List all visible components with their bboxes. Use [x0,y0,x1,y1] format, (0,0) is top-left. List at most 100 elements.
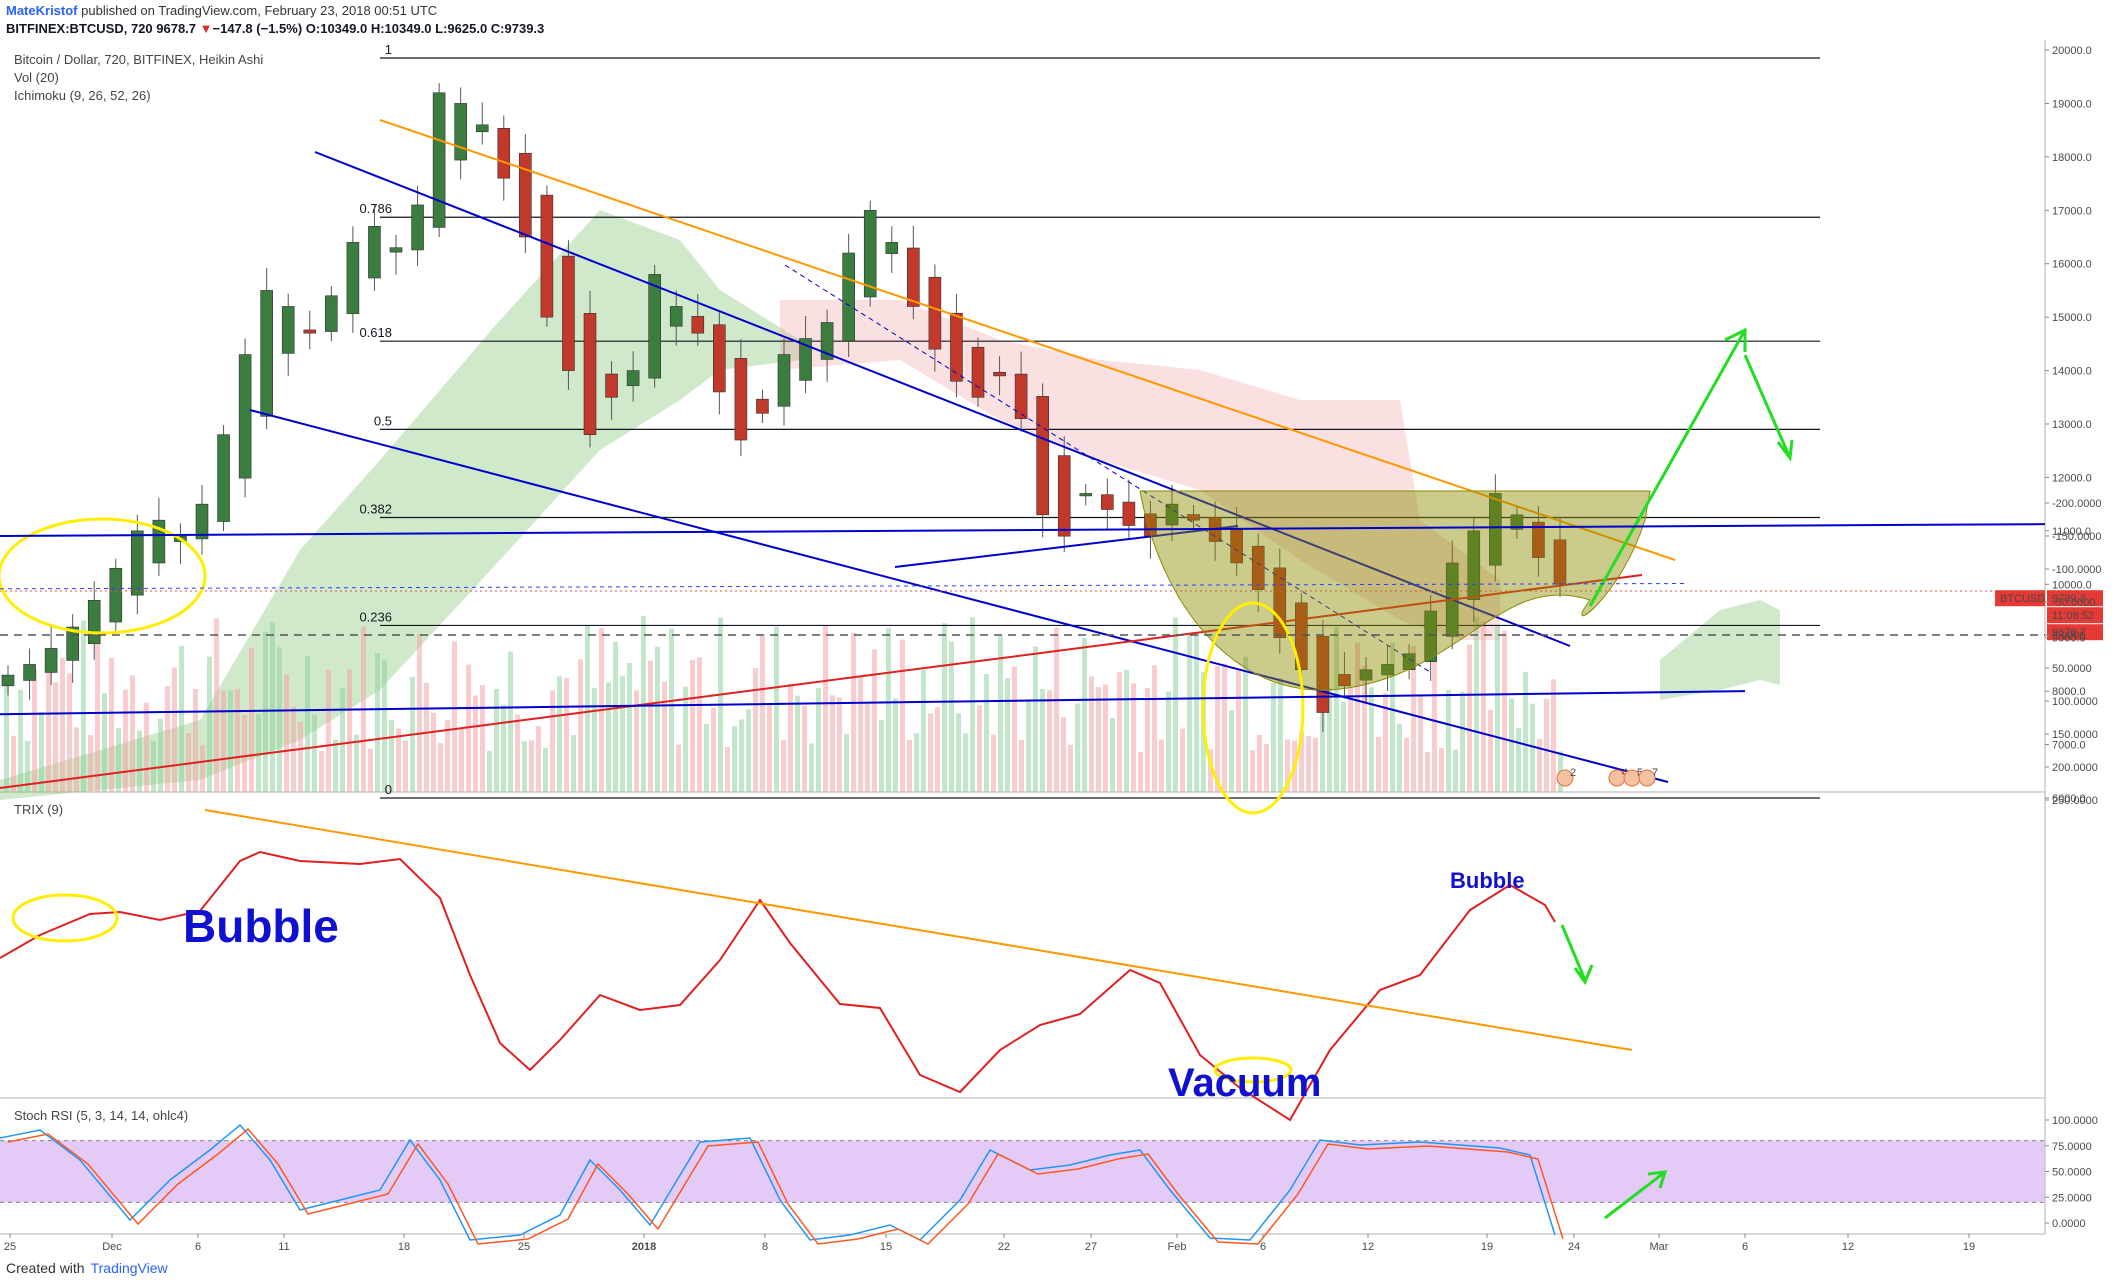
volume-bar [991,734,996,792]
tradingview-logo-link[interactable]: TradingView [90,1260,168,1276]
volume-bar [501,704,506,792]
bubble-label: Bubble [183,900,339,952]
time-tick-label: 2018 [632,1241,656,1253]
volume-bar [522,741,527,792]
volume-bars [4,615,1563,792]
volume-bar [998,636,1003,792]
candle-body [389,247,403,253]
volume-bar [704,723,709,792]
volume-bar [837,697,842,792]
volume-bar [60,657,65,792]
candle-body [1101,494,1114,510]
candle-body [260,290,273,417]
author-link[interactable]: MateKristof [6,3,78,18]
volume-bar [431,712,436,792]
candle-body [195,503,209,540]
volume-bar [4,683,9,792]
volume-bar [235,688,240,792]
volume-bar [1222,663,1227,792]
volume-bar [1278,678,1283,792]
trix-trendline-blue-low [0,523,2046,537]
candle-body [540,194,554,318]
volume-bar [732,726,737,792]
volume-bar [1103,684,1108,792]
event-marker-label: 5 [1637,767,1643,779]
price-tick-label: 9000.0 [2052,633,2086,645]
trix-tick-label: -50.0000 [2052,597,2095,609]
publish-line: MateKristof published on TradingView.com… [6,3,437,18]
volume-bar [1124,669,1129,792]
time-tick-label: 15 [880,1241,892,1253]
volume-bar [676,744,681,792]
volume-bar [473,695,478,792]
volume-bar [690,659,695,792]
volume-bar [438,743,443,792]
stoch-band [0,1140,2045,1203]
volume-bar [1313,737,1318,792]
price-change: −147.8 (−1.5%) [212,21,303,36]
volume-bar [333,739,338,792]
volume-bar [144,702,149,792]
fib-level-label: 0.618 [359,325,392,340]
last-price: 9678.7 [156,21,197,36]
candle-body [1251,545,1265,590]
volume-bar [347,669,352,792]
arrowhead-up-icon [1724,327,1747,352]
time-tick-label: 18 [398,1241,410,1253]
volume-bar [1320,708,1325,792]
volume-bar [648,660,653,792]
volume-bar [781,740,786,792]
volume-bar [662,681,667,792]
candle-body [44,648,58,673]
candle-body [993,371,1006,377]
highlight-ellipse [1201,601,1305,815]
volume-bar [74,727,79,792]
volume-bar [893,698,898,792]
volume-bar [214,618,219,792]
candle-body [562,255,575,371]
time-tick-label: Mar [1650,1241,1669,1253]
volume-bar [81,620,86,792]
price-tag2: 9678.7 [2052,627,2086,639]
candle-body [325,295,338,332]
volume-bar [1187,634,1192,792]
event-marker-label: 2 [1570,767,1576,779]
volume-bar [1026,699,1031,792]
candle-body [497,127,511,179]
time-tick-label: 25 [4,1241,16,1253]
volume-bar [1362,665,1367,792]
volume-bar [1348,686,1353,792]
vacuum-label: Vacuum [1168,1061,1321,1105]
ichimoku-cloud-green [0,210,800,800]
symbol-tag-bg [1995,590,2045,607]
volume-bar [1264,744,1269,792]
volume-bar [1236,668,1241,792]
created-with-text: Created with [6,1260,85,1276]
volume-bar [11,735,16,792]
volume-bar [725,747,730,792]
trix-tick-label: -200.0000 [2052,498,2102,510]
volume-bar [1495,625,1500,792]
volume-bar [109,657,114,792]
candle-body [519,152,532,238]
fib-level-label: 0.786 [359,201,392,216]
volume-bar [151,740,156,792]
event-marker-label: 4 [1622,767,1628,779]
volume-bar [1460,691,1465,792]
candle-body [971,346,985,398]
volume-bar [1334,627,1339,792]
volume-bar [221,690,226,792]
time-tick-label: 11 [278,1241,289,1253]
candle-body [583,313,597,435]
volume-bar [627,663,632,792]
candle-body [1,674,15,687]
volume-bar [1341,701,1346,792]
volume-bar [669,628,674,792]
volume-bar [1005,678,1010,792]
candle-body [907,247,920,307]
price-tick-label: 16000.0 [2052,259,2092,271]
volume-bar [340,688,345,792]
volume-bar [809,743,814,792]
volume-bar [1012,666,1017,792]
